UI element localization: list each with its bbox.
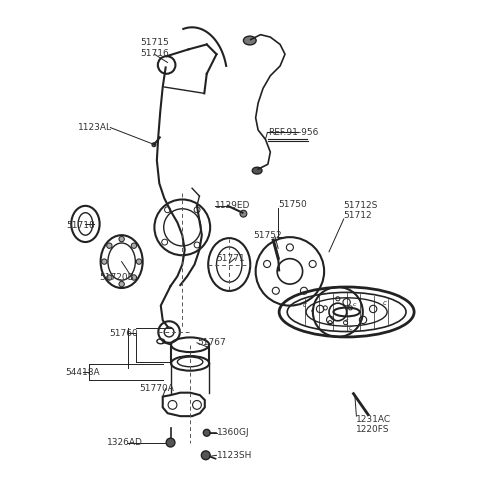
Circle shape <box>107 243 112 248</box>
Text: 51752: 51752 <box>254 231 282 240</box>
Text: 54418A: 54418A <box>65 368 99 376</box>
Circle shape <box>240 210 247 217</box>
Text: 1231AC
1220FS: 1231AC 1220FS <box>357 415 392 434</box>
Text: c: c <box>352 302 356 307</box>
Ellipse shape <box>243 36 256 45</box>
Circle shape <box>136 259 142 264</box>
Text: 51770A: 51770A <box>140 384 175 393</box>
Text: 51712S
51712: 51712S 51712 <box>344 201 378 221</box>
Text: 51718: 51718 <box>66 221 95 230</box>
Circle shape <box>152 143 156 147</box>
Circle shape <box>204 430 210 436</box>
Ellipse shape <box>252 167 262 174</box>
Text: 51715
51716: 51715 51716 <box>140 38 169 57</box>
Circle shape <box>202 451 210 460</box>
Circle shape <box>102 259 107 264</box>
Circle shape <box>107 275 112 280</box>
Text: 51771: 51771 <box>216 254 245 262</box>
Text: c: c <box>302 302 306 308</box>
Text: c: c <box>383 300 386 306</box>
Circle shape <box>119 236 124 242</box>
Circle shape <box>119 281 124 287</box>
Text: 1123AL: 1123AL <box>78 123 112 132</box>
Text: c: c <box>345 318 348 323</box>
Text: c: c <box>349 325 353 331</box>
Text: 1326AD: 1326AD <box>107 438 143 447</box>
Text: REF.91-956: REF.91-956 <box>268 128 319 137</box>
Circle shape <box>131 275 137 280</box>
Text: 1123SH: 1123SH <box>216 451 252 460</box>
Text: 1360GJ: 1360GJ <box>216 428 249 437</box>
Circle shape <box>166 438 175 447</box>
Circle shape <box>131 243 137 248</box>
Text: 51720B: 51720B <box>99 273 134 282</box>
Text: 51760: 51760 <box>109 329 138 337</box>
Text: 1129ED: 1129ED <box>215 201 250 210</box>
Text: 51750: 51750 <box>278 200 307 209</box>
Text: 51767: 51767 <box>197 338 226 347</box>
Text: c: c <box>311 308 314 313</box>
